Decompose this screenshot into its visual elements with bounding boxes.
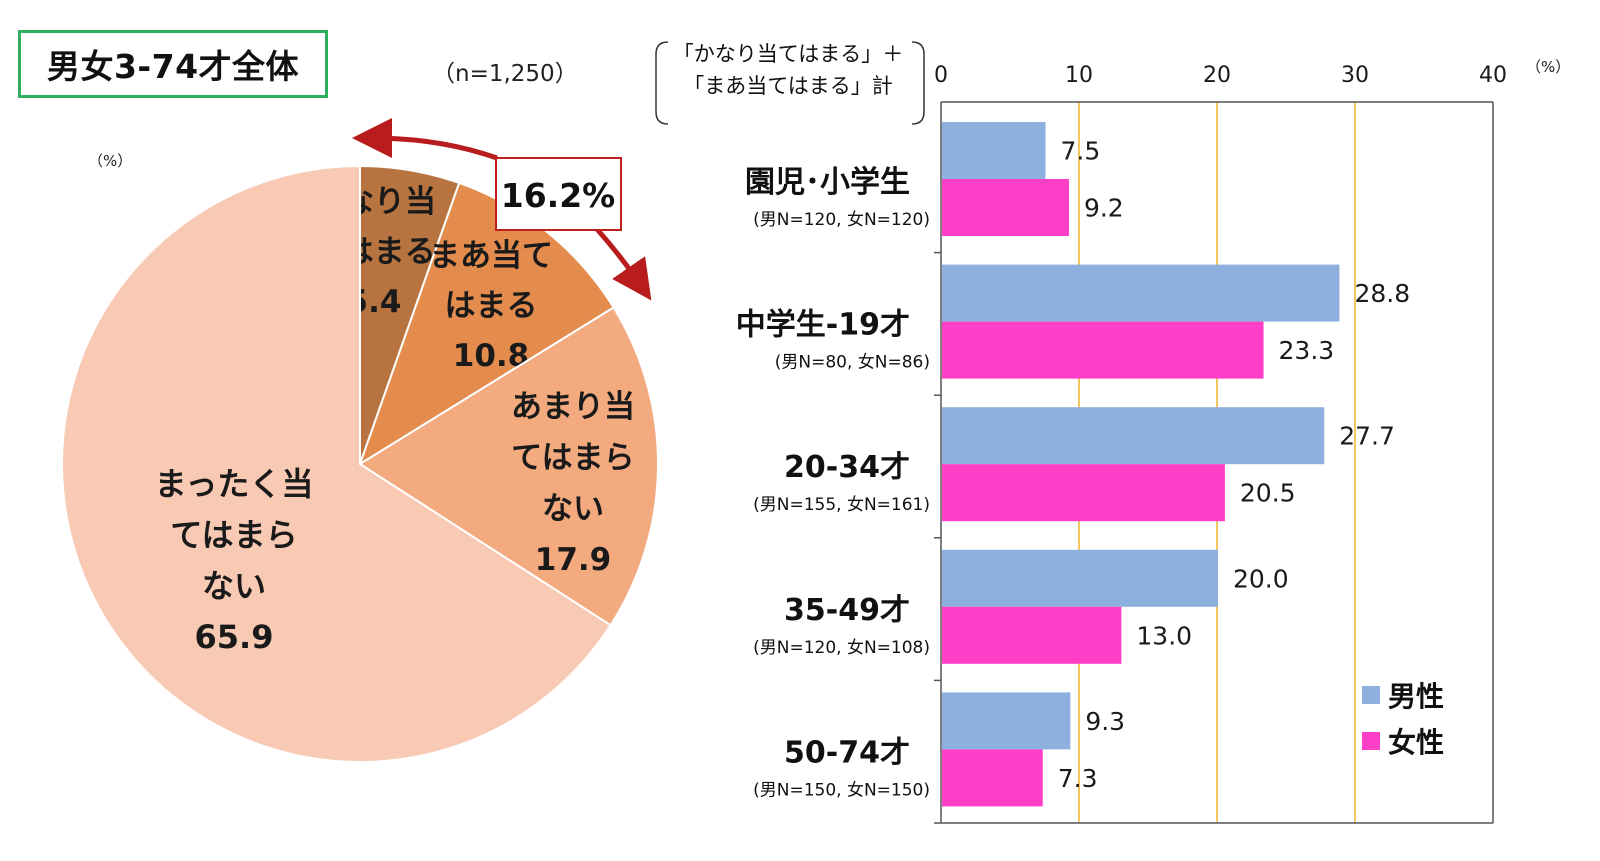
bar-unit-label: （%） (1526, 58, 1571, 76)
bar-male (942, 264, 1340, 322)
bar-male (942, 122, 1046, 179)
chart-title: 男女3-74才全体 (46, 47, 300, 86)
bar-value-label: 27.7 (1339, 422, 1395, 451)
pie-category-label: ない (542, 491, 604, 527)
bar-value-label: 23.3 (1279, 336, 1335, 365)
legend-label: 女性 (1388, 726, 1444, 759)
legend-swatch (1362, 686, 1380, 704)
legend-swatch (1362, 732, 1380, 750)
callout-arrow-left (352, 118, 498, 161)
category-label: 20-34才 (784, 450, 910, 485)
bar-value-label: 7.5 (1061, 137, 1101, 166)
legend-label: 男性 (1388, 680, 1444, 713)
category-label: 園児･小学生 (745, 165, 910, 200)
bar-male (942, 407, 1325, 465)
callout-value: 16.2% (501, 176, 616, 215)
pie-category-label: あまり当 (511, 389, 635, 425)
bar-value-label: 20.0 (1233, 564, 1289, 593)
pie-unit-label: （%） (88, 152, 133, 170)
x-tick-label: 20 (1203, 63, 1231, 88)
pie-category-label: てはまら (511, 440, 634, 476)
x-tick-label: 0 (934, 63, 948, 88)
bar-title-line-2: 「まあ当てはまる」計 (683, 74, 893, 98)
bar-chart-title: 「かなり当てはまる」＋ 「まあ当てはまる」計 (648, 38, 928, 126)
category-label: 35-49才 (784, 593, 910, 628)
pie-slice-2 (358, 306, 659, 627)
bar-female (942, 606, 1122, 664)
category-sample-label: (男N=150, 女N=150) (753, 780, 930, 800)
title-bracket-right (911, 41, 925, 125)
title-bracket-left (655, 41, 669, 125)
bar-value-label: 9.2 (1084, 194, 1124, 223)
category-sample-label: (男N=80, 女N=86) (775, 353, 930, 373)
bar-female (942, 179, 1069, 236)
bar-value-label: 20.5 (1240, 479, 1296, 508)
pie-category-label: まあ当て (429, 238, 553, 274)
callout-box (495, 157, 622, 231)
sample-size-label: （n=1,250） (432, 61, 578, 87)
bar-value-label: 9.3 (1085, 707, 1125, 736)
bar-female (942, 749, 1043, 807)
bar-male (942, 549, 1218, 607)
bar-value-label: 7.3 (1058, 764, 1098, 793)
pie-value-label: 65.9 (195, 618, 274, 656)
x-tick-label: 30 (1341, 63, 1369, 88)
pie-value-label: 17.9 (535, 542, 612, 578)
category-label: 50-74才 (784, 735, 910, 770)
bar-female (942, 321, 1264, 379)
x-tick-label: 40 (1479, 63, 1507, 88)
bar-male (942, 692, 1071, 750)
pie-slice-1 (358, 181, 615, 467)
bar-value-label: 13.0 (1136, 621, 1192, 650)
pie-category-label: まったく当 (155, 465, 314, 503)
category-sample-label: (男N=120, 女N=108) (753, 638, 930, 658)
bar-title-line-1: 「かなり当てはまる」＋ (672, 42, 904, 66)
category-sample-label: (男N=155, 女N=161) (753, 495, 930, 515)
pie-slice-3 (61, 164, 612, 763)
x-tick-label: 10 (1065, 63, 1093, 88)
pie-category-label: はまる (445, 288, 538, 324)
category-label: 中学生-19才 (736, 308, 910, 343)
pie-category-label: てはまら (170, 516, 297, 554)
callout-arrow-right (594, 226, 652, 301)
category-sample-label: (男N=120, 女N=120) (753, 210, 930, 230)
bar-value-label: 28.8 (1354, 279, 1410, 308)
pie-category-label: ない (202, 567, 266, 605)
chart-title-box: 男女3-74才全体 (18, 30, 328, 98)
bar-female (942, 464, 1225, 522)
